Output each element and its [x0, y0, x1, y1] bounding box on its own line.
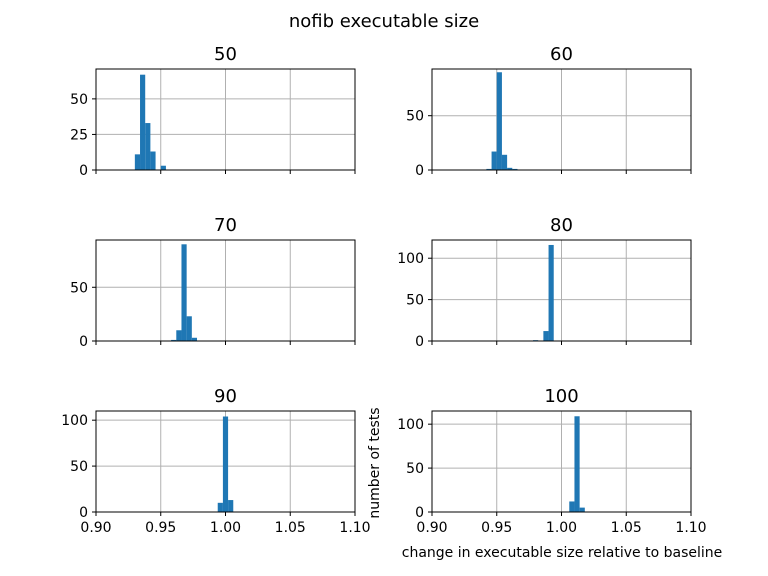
x-tick-label: 0.90	[416, 520, 447, 536]
y-tick-label: 0	[79, 505, 88, 521]
y-tick-label: 50	[406, 461, 424, 477]
histogram-bar	[145, 123, 151, 170]
histogram-bar	[181, 244, 187, 341]
gridlines	[431, 69, 692, 171]
histogram-bar	[512, 168, 518, 170]
y-tick-label: 25	[70, 127, 88, 143]
y-tick-label: 0	[415, 163, 424, 179]
histogram-bar	[579, 507, 585, 512]
bars	[171, 244, 198, 341]
subplot-70: 70 0 50	[70, 215, 356, 350]
histogram-bar	[543, 331, 549, 341]
histogram-bar	[574, 416, 580, 512]
y-tick-label: 0	[79, 334, 88, 350]
x-axis-label: change in executable size relative to ba…	[402, 545, 723, 561]
bars	[533, 244, 554, 341]
histogram-bar	[191, 337, 198, 341]
y-tick-label: 100	[397, 251, 424, 267]
y-tick-label: 50	[406, 293, 424, 309]
y-tick-label: 0	[415, 505, 424, 521]
histogram-bar	[186, 316, 192, 341]
histogram-bar	[491, 151, 497, 170]
gridlines	[95, 240, 356, 342]
y-tick-label: 50	[406, 109, 424, 125]
histogram-bar	[171, 339, 177, 341]
gridlines	[431, 240, 692, 342]
histogram-bar	[150, 151, 156, 170]
subplot-title: 60	[550, 44, 573, 65]
subplot-title: 100	[544, 386, 578, 407]
histogram-bar	[134, 154, 141, 170]
y-tick-label: 0	[415, 334, 424, 350]
subplot-title: 80	[550, 215, 573, 236]
y-tick-label: 50	[70, 92, 88, 108]
bars	[134, 74, 166, 170]
subplot-100: 100 0 50 100 0.90 0.95 1.00 1.05 1.10	[397, 386, 706, 536]
x-tick-label: 1.10	[675, 520, 706, 536]
subplot-80: 80 0 50 100	[397, 215, 692, 350]
y-axis-label: number of tests	[367, 407, 383, 518]
x-tick-label: 0.90	[80, 520, 111, 536]
histogram-bar	[176, 330, 182, 341]
histogram-bar	[569, 501, 575, 512]
x-tick-label: 1.00	[210, 520, 241, 536]
subplots: 50 0 25 50 60 0 50 70 0 50 80 0 50 100 90 0 50 100 0.90 0.9…	[61, 44, 706, 536]
y-tick-label: 50	[70, 280, 88, 296]
x-tick-label: 0.95	[145, 520, 176, 536]
x-tick-label: 0.95	[481, 520, 512, 536]
subplot-90: 90 0 50 100 0.90 0.95 1.00 1.05 1.10	[61, 386, 370, 536]
bars	[217, 416, 234, 512]
x-tick-label: 1.10	[339, 520, 370, 536]
subplot-title: 50	[214, 44, 237, 65]
gridlines	[431, 411, 692, 513]
y-tick-label: 100	[397, 417, 424, 433]
subplot-60: 60 0 50	[406, 44, 692, 179]
x-tick-label: 1.05	[611, 520, 642, 536]
histogram-bar	[160, 165, 166, 170]
bars	[486, 72, 518, 170]
x-tick-label: 1.00	[546, 520, 577, 536]
histogram-bar	[222, 416, 229, 512]
subplot-title: 90	[214, 386, 237, 407]
histogram-bar	[486, 168, 492, 170]
y-tick-label: 100	[61, 413, 88, 429]
figure-title: nofib executable size	[289, 11, 479, 32]
histogram-bar	[501, 154, 508, 170]
histogram-bar	[140, 74, 146, 170]
histogram-bar	[496, 72, 502, 170]
bars	[569, 416, 585, 512]
histogram-bar	[507, 167, 513, 170]
y-tick-label: 0	[79, 163, 88, 179]
histogram-bar	[548, 244, 554, 341]
histogram-bar	[228, 500, 234, 512]
subplot-50: 50 0 25 50	[70, 44, 356, 179]
x-tick-label: 1.05	[275, 520, 306, 536]
histogram-bar	[217, 502, 223, 512]
y-tick-label: 50	[70, 459, 88, 475]
subplot-title: 70	[214, 215, 237, 236]
